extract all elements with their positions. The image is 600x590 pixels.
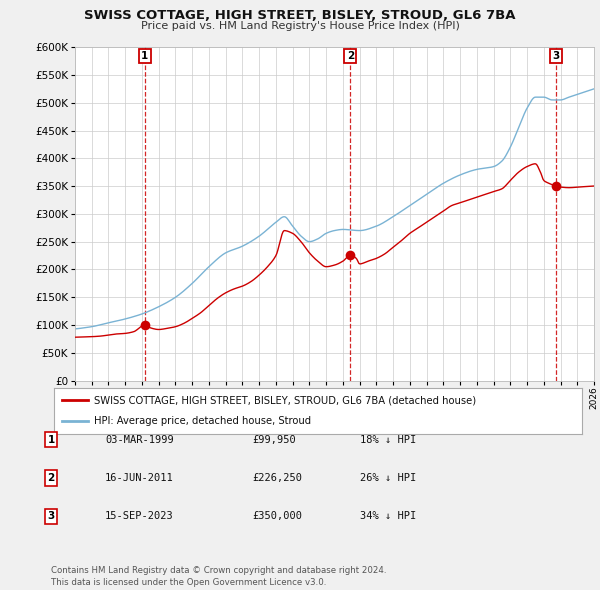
Text: 1: 1 (47, 435, 55, 444)
Text: 2: 2 (47, 473, 55, 483)
Text: SWISS COTTAGE, HIGH STREET, BISLEY, STROUD, GL6 7BA: SWISS COTTAGE, HIGH STREET, BISLEY, STRO… (84, 9, 516, 22)
Text: 03-MAR-1999: 03-MAR-1999 (105, 435, 174, 444)
Text: HPI: Average price, detached house, Stroud: HPI: Average price, detached house, Stro… (94, 416, 311, 426)
Text: £350,000: £350,000 (252, 512, 302, 521)
Text: £226,250: £226,250 (252, 473, 302, 483)
Text: 34% ↓ HPI: 34% ↓ HPI (360, 512, 416, 521)
Text: Price paid vs. HM Land Registry's House Price Index (HPI): Price paid vs. HM Land Registry's House … (140, 21, 460, 31)
Text: 1: 1 (141, 51, 148, 61)
Text: 15-SEP-2023: 15-SEP-2023 (105, 512, 174, 521)
Text: Contains HM Land Registry data © Crown copyright and database right 2024.
This d: Contains HM Land Registry data © Crown c… (51, 566, 386, 587)
Text: £99,950: £99,950 (252, 435, 296, 444)
Text: 18% ↓ HPI: 18% ↓ HPI (360, 435, 416, 444)
Text: 3: 3 (552, 51, 559, 61)
Text: 3: 3 (47, 512, 55, 521)
Text: 16-JUN-2011: 16-JUN-2011 (105, 473, 174, 483)
Text: 26% ↓ HPI: 26% ↓ HPI (360, 473, 416, 483)
Text: SWISS COTTAGE, HIGH STREET, BISLEY, STROUD, GL6 7BA (detached house): SWISS COTTAGE, HIGH STREET, BISLEY, STRO… (94, 395, 476, 405)
Text: 2: 2 (347, 51, 354, 61)
